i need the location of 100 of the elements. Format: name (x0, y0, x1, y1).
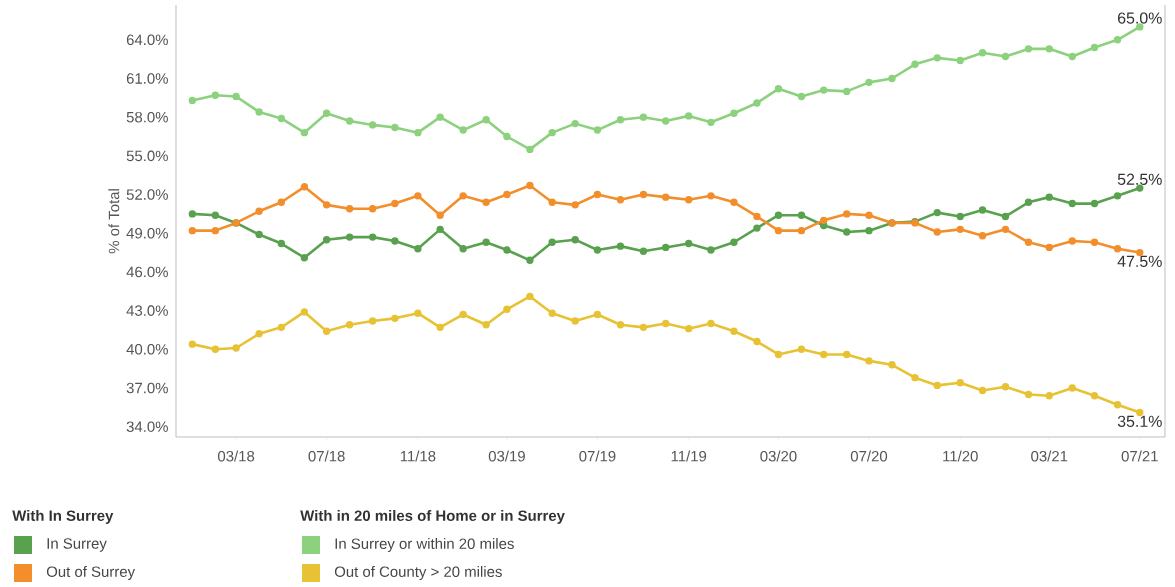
point (436, 211, 444, 219)
point (684, 324, 693, 333)
point (774, 226, 783, 235)
point (571, 201, 579, 209)
point (933, 228, 941, 236)
data-label: 35.1% (1117, 415, 1162, 427)
point (482, 116, 490, 124)
point (1113, 36, 1122, 44)
point (322, 109, 331, 118)
point (1090, 43, 1099, 52)
point (277, 198, 286, 206)
point (753, 224, 761, 232)
point (593, 190, 602, 199)
point (255, 207, 263, 216)
point (1024, 45, 1033, 53)
point (661, 193, 670, 201)
point (526, 145, 534, 154)
point (1090, 392, 1099, 400)
point (1045, 45, 1053, 53)
point (684, 196, 693, 204)
point (548, 198, 556, 206)
point (820, 350, 828, 359)
point (526, 256, 534, 265)
point (956, 225, 964, 234)
point (639, 190, 648, 199)
x-tick-label: 03/19 (488, 450, 525, 462)
point (414, 309, 422, 317)
point (978, 386, 987, 395)
point (232, 92, 240, 101)
point (956, 212, 964, 221)
point (391, 123, 399, 132)
point (1001, 382, 1010, 391)
point (211, 345, 220, 353)
x-tick-label: 11/18 (400, 450, 436, 462)
point (436, 225, 444, 234)
point (911, 60, 919, 68)
point (526, 181, 534, 190)
point (548, 238, 556, 246)
point (391, 314, 399, 323)
point (684, 112, 693, 120)
x-tick-label: 11/20 (943, 450, 978, 462)
point (865, 211, 873, 219)
point (865, 78, 873, 87)
point (707, 246, 715, 254)
point (593, 246, 602, 254)
point (436, 113, 444, 121)
point (661, 117, 670, 125)
point (391, 199, 399, 208)
point (414, 192, 422, 200)
point (1001, 212, 1010, 221)
point (1068, 384, 1076, 392)
point (277, 239, 286, 248)
point (548, 309, 556, 317)
point (1024, 238, 1033, 246)
point (820, 86, 828, 94)
point (1045, 392, 1053, 400)
point (639, 323, 648, 332)
point (255, 108, 263, 116)
point (707, 118, 715, 127)
y-axis-title: % of Total (108, 189, 120, 254)
point (211, 211, 220, 219)
point (978, 232, 987, 240)
point (459, 245, 467, 253)
y-tick-label: 40.0% (126, 344, 168, 355)
point (933, 381, 941, 390)
point (503, 246, 511, 254)
y-tick-label: 52.0% (126, 189, 168, 200)
point (865, 226, 873, 235)
point (1001, 52, 1010, 61)
point (730, 198, 738, 206)
point (774, 85, 783, 93)
point (459, 310, 467, 319)
point (933, 54, 941, 62)
point (459, 126, 467, 134)
point (797, 211, 806, 219)
point (391, 237, 399, 245)
point (211, 226, 220, 235)
point (753, 212, 761, 221)
y-tick-label: 46.0% (126, 266, 168, 278)
point (1113, 245, 1122, 253)
point (661, 319, 670, 328)
point (593, 310, 602, 319)
point (368, 317, 377, 325)
point (300, 128, 309, 137)
x-tick-label: 11/19 (671, 450, 707, 462)
y-tick-label: 64.0% (126, 34, 168, 46)
point (730, 238, 738, 246)
point (368, 121, 377, 129)
point (277, 114, 286, 123)
point (797, 345, 806, 353)
point (526, 292, 534, 301)
legend-title: With In Surrey (12, 510, 114, 524)
point (978, 206, 987, 214)
y-tick-label: 61.0% (126, 73, 168, 84)
point (774, 211, 783, 219)
point (277, 323, 286, 332)
y-tick-label: 49.0% (126, 227, 168, 239)
x-tick-label: 07/21 (1121, 450, 1158, 462)
point (345, 117, 354, 125)
legend-label: In Surrey (47, 538, 107, 552)
